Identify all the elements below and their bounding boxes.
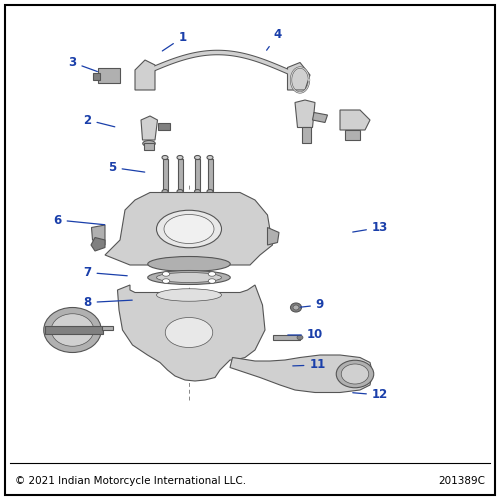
Polygon shape — [118, 285, 265, 381]
Ellipse shape — [207, 156, 213, 160]
Text: 10: 10 — [288, 328, 323, 342]
Polygon shape — [135, 60, 155, 90]
Polygon shape — [141, 116, 158, 140]
FancyBboxPatch shape — [98, 68, 120, 82]
Polygon shape — [105, 192, 272, 265]
Ellipse shape — [336, 360, 374, 388]
Ellipse shape — [208, 272, 216, 276]
Text: 1: 1 — [162, 31, 186, 51]
Text: © 2021 Indian Motorcycle International LLC.: © 2021 Indian Motorcycle International L… — [15, 476, 246, 486]
Ellipse shape — [177, 190, 183, 194]
Text: 11: 11 — [293, 358, 326, 372]
Ellipse shape — [194, 156, 200, 160]
Text: 12: 12 — [353, 388, 388, 402]
Ellipse shape — [44, 308, 101, 352]
Polygon shape — [230, 355, 372, 393]
Ellipse shape — [156, 289, 222, 301]
Text: 2: 2 — [84, 114, 115, 127]
FancyBboxPatch shape — [158, 122, 170, 130]
FancyBboxPatch shape — [45, 326, 102, 334]
Ellipse shape — [207, 190, 213, 194]
Ellipse shape — [290, 303, 302, 312]
FancyBboxPatch shape — [195, 158, 200, 191]
Text: 3: 3 — [68, 56, 98, 72]
Ellipse shape — [177, 156, 183, 160]
Ellipse shape — [165, 318, 213, 348]
FancyBboxPatch shape — [144, 143, 154, 150]
Text: 13: 13 — [352, 221, 388, 234]
Text: 5: 5 — [108, 161, 144, 174]
Polygon shape — [295, 100, 315, 128]
Ellipse shape — [148, 256, 230, 272]
FancyBboxPatch shape — [272, 335, 300, 340]
Polygon shape — [340, 110, 370, 130]
FancyBboxPatch shape — [92, 72, 100, 80]
Text: 7: 7 — [84, 266, 127, 279]
Polygon shape — [345, 130, 360, 140]
Ellipse shape — [162, 190, 168, 194]
Ellipse shape — [164, 214, 214, 244]
Polygon shape — [312, 112, 328, 122]
Ellipse shape — [208, 279, 216, 283]
Polygon shape — [92, 225, 105, 245]
FancyBboxPatch shape — [102, 326, 113, 330]
FancyBboxPatch shape — [162, 158, 168, 191]
Polygon shape — [268, 228, 279, 245]
Ellipse shape — [162, 156, 168, 160]
Text: 6: 6 — [54, 214, 104, 226]
Ellipse shape — [143, 140, 155, 146]
Ellipse shape — [162, 279, 170, 283]
Text: 4: 4 — [266, 28, 281, 50]
Polygon shape — [91, 238, 105, 251]
Text: 9: 9 — [300, 298, 324, 312]
Ellipse shape — [156, 210, 222, 248]
Ellipse shape — [52, 314, 94, 346]
Ellipse shape — [156, 272, 222, 282]
Text: 201389C: 201389C — [438, 476, 485, 486]
FancyBboxPatch shape — [208, 158, 212, 191]
Text: 8: 8 — [84, 296, 132, 309]
Ellipse shape — [297, 335, 303, 340]
Ellipse shape — [293, 305, 299, 310]
Ellipse shape — [194, 190, 200, 194]
Ellipse shape — [162, 272, 170, 276]
FancyBboxPatch shape — [178, 158, 182, 191]
FancyBboxPatch shape — [302, 126, 310, 142]
Ellipse shape — [341, 364, 369, 384]
Ellipse shape — [148, 270, 230, 284]
Polygon shape — [288, 62, 310, 90]
